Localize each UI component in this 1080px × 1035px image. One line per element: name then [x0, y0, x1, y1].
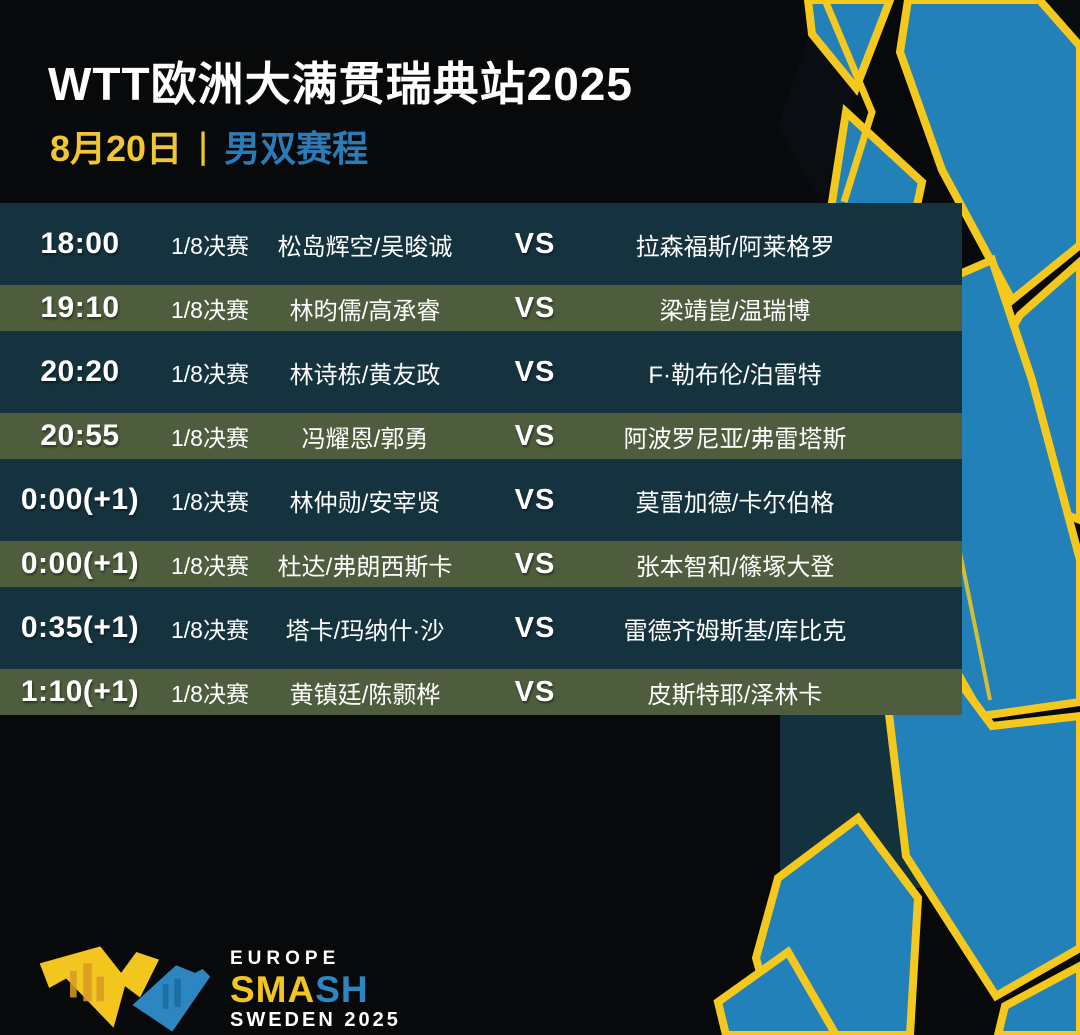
logo-smash-right: SH: [315, 969, 369, 1010]
vs-label: VS: [514, 355, 556, 388]
match-time: 0:00(+1): [20, 483, 140, 516]
players-left: 松岛辉空/吴晙诚: [277, 233, 453, 261]
match-round: 1/8决赛: [171, 361, 249, 387]
logo-smash-text: SMASH: [230, 971, 401, 1008]
match-time: 0:35(+1): [20, 611, 140, 644]
match-row-5: 0:00(+1) 1/8决赛 林仲勋/安宰贤 VS 莫雷加德/卡尔伯格: [0, 459, 962, 541]
match-time: 20:20: [40, 355, 120, 388]
match-round: 1/8决赛: [171, 425, 249, 451]
logo-text: EUROPE SMASH SWEDEN 2025: [230, 944, 401, 1032]
players-right: F·勒布伦/泊雷特: [648, 361, 822, 389]
players-right: 莫雷加德/卡尔伯格: [635, 489, 835, 517]
match-row-3: 20:20 1/8决赛 林诗栋/黄友政 VS F·勒布伦/泊雷特: [0, 331, 962, 413]
event-category: 男双赛程: [224, 128, 369, 169]
players-left: 塔卡/玛纳什·沙: [285, 617, 445, 645]
match-time: 19:10: [40, 291, 120, 324]
players-left: 黄镇廷/陈颢桦: [289, 681, 441, 709]
match-time: 20:55: [40, 419, 120, 452]
vs-label: VS: [514, 675, 556, 708]
match-round: 1/8决赛: [171, 233, 249, 259]
match-row-7: 0:35(+1) 1/8决赛 塔卡/玛纳什·沙 VS 雷德齐姆斯基/库比克: [0, 587, 962, 669]
match-schedule-table: 18:00 1/8决赛 松岛辉空/吴晙诚 VS 拉森福斯/阿莱格罗 19:10 …: [0, 203, 962, 715]
vs-label: VS: [514, 419, 556, 452]
players-left: 杜达/弗朗西斯卡: [277, 553, 453, 581]
event-logo: EUROPE SMASH SWEDEN 2025: [34, 944, 401, 1032]
match-time: 1:10(+1): [20, 675, 140, 708]
vs-label: VS: [514, 291, 556, 324]
match-round: 1/8决赛: [171, 681, 249, 707]
subtitle: 8月20日 | 男双赛程: [50, 120, 368, 172]
players-left: 冯耀恩/郭勇: [301, 425, 429, 453]
match-time: 0:00(+1): [20, 547, 140, 580]
players-left: 林昀儒/高承睿: [289, 297, 441, 325]
match-row-1: 18:00 1/8决赛 松岛辉空/吴晙诚 VS 拉森福斯/阿莱格罗: [0, 203, 962, 285]
match-round: 1/8决赛: [171, 297, 249, 323]
match-time: 18:00: [40, 227, 120, 260]
players-left: 林诗栋/黄友政: [289, 361, 441, 389]
players-right: 雷德齐姆斯基/库比克: [623, 617, 847, 645]
match-row-2: 19:10 1/8决赛 林昀儒/高承睿 VS 梁靖崑/温瑞博: [0, 285, 962, 331]
match-row-4: 20:55 1/8决赛 冯耀恩/郭勇 VS 阿波罗尼亚/弗雷塔斯: [0, 413, 962, 459]
match-round: 1/8决赛: [171, 489, 249, 515]
players-right: 张本智和/篠塚大登: [635, 553, 835, 581]
vs-label: VS: [514, 611, 556, 644]
vs-label: VS: [514, 483, 556, 516]
smash-logo-mark: [39, 946, 211, 1032]
players-right: 梁靖崑/温瑞博: [659, 297, 811, 325]
players-right: 皮斯特耶/泽林卡: [647, 681, 823, 709]
match-round: 1/8决赛: [171, 553, 249, 579]
separator-bar: |: [199, 125, 207, 166]
logo-europe-text: EUROPE: [230, 948, 341, 969]
match-round: 1/8决赛: [171, 617, 249, 643]
players-right: 拉森福斯/阿莱格罗: [635, 233, 835, 261]
players-left: 林仲勋/安宰贤: [289, 489, 441, 517]
logo-sweden-text: SWEDEN 2025: [230, 1009, 401, 1031]
event-date: 8月20日: [50, 128, 183, 169]
match-row-6: 0:00(+1) 1/8决赛 杜达/弗朗西斯卡 VS 张本智和/篠塚大登: [0, 541, 962, 587]
vs-label: VS: [514, 227, 556, 260]
match-row-8: 1:10(+1) 1/8决赛 黄镇廷/陈颢桦 VS 皮斯特耶/泽林卡: [0, 669, 962, 715]
vs-label: VS: [514, 547, 556, 580]
logo-smash-left: SMA: [230, 969, 316, 1010]
players-right: 阿波罗尼亚/弗雷塔斯: [623, 425, 847, 453]
page-title: WTT欧洲大满贯瑞典站2025: [48, 58, 633, 110]
